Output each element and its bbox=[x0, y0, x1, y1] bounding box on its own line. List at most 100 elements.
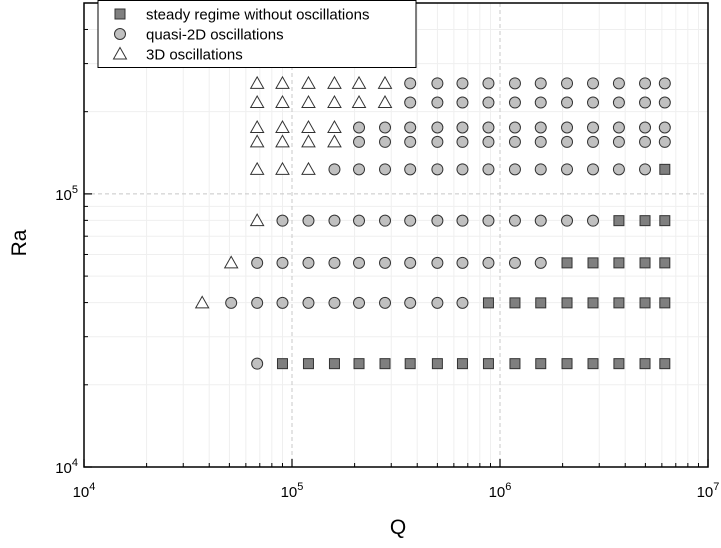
data-point-square bbox=[482, 358, 494, 370]
data-point-circle bbox=[612, 96, 625, 109]
legend-marker-triangle bbox=[112, 46, 128, 60]
data-point-triangle bbox=[327, 75, 342, 89]
data-point-circle bbox=[328, 214, 341, 227]
data-point-circle bbox=[379, 256, 392, 269]
data-point-circle bbox=[639, 135, 652, 148]
data-point-circle bbox=[456, 96, 469, 109]
data-point-square bbox=[509, 297, 521, 309]
data-point-circle bbox=[534, 214, 547, 227]
data-point-circle bbox=[482, 77, 495, 90]
data-point-circle bbox=[404, 77, 417, 90]
data-point-circle bbox=[482, 163, 495, 176]
data-point-square bbox=[659, 257, 671, 269]
data-point-circle bbox=[251, 357, 264, 370]
grid bbox=[84, 3, 708, 467]
data-point-circle bbox=[639, 121, 652, 134]
data-point-circle bbox=[276, 256, 289, 269]
data-point-square bbox=[659, 215, 671, 227]
data-point-square bbox=[302, 358, 314, 370]
data-point-circle bbox=[639, 96, 652, 109]
data-point-circle bbox=[534, 163, 547, 176]
series-square bbox=[276, 163, 671, 370]
data-point-triangle bbox=[301, 161, 316, 175]
data-point-circle bbox=[561, 135, 574, 148]
data-point-triangle bbox=[327, 134, 342, 148]
data-point-circle bbox=[456, 77, 469, 90]
legend-marker-square bbox=[114, 8, 126, 20]
data-point-square bbox=[659, 163, 671, 175]
data-point-circle bbox=[639, 163, 652, 176]
data-point-triangle bbox=[301, 120, 316, 134]
data-point-circle bbox=[508, 121, 521, 134]
data-point-triangle bbox=[194, 295, 210, 309]
x-tick-label: 104 bbox=[73, 481, 96, 501]
data-point-circle bbox=[404, 256, 417, 269]
axis-tick-labels: 104 105 106 107 104 105 bbox=[55, 184, 719, 501]
data-point-circle bbox=[561, 163, 574, 176]
data-point-square bbox=[639, 297, 651, 309]
data-point-circle bbox=[658, 96, 671, 109]
data-point-circle bbox=[508, 256, 521, 269]
legend-label: 3D oscillations bbox=[146, 47, 243, 64]
data-point-circle bbox=[276, 214, 289, 227]
data-point-circle bbox=[534, 135, 547, 148]
data-point-circle bbox=[482, 96, 495, 109]
y-tick-label: 105 bbox=[55, 184, 78, 204]
data-point-triangle bbox=[275, 75, 290, 89]
legend-box bbox=[97, 0, 417, 68]
data-point-circle bbox=[482, 214, 495, 227]
data-point-triangle bbox=[275, 120, 290, 134]
data-point-circle bbox=[379, 296, 392, 309]
data-point-circle bbox=[379, 135, 392, 148]
data-point-triangle bbox=[301, 95, 316, 109]
data-point-circle bbox=[328, 296, 341, 309]
data-point-circle bbox=[379, 214, 392, 227]
data-point-circle bbox=[431, 296, 444, 309]
data-point-square bbox=[587, 297, 599, 309]
data-point-circle bbox=[302, 214, 315, 227]
data-point-circle bbox=[431, 77, 444, 90]
data-point-triangle bbox=[377, 95, 393, 109]
data-points bbox=[194, 75, 671, 370]
y-axis-label: Ra bbox=[8, 229, 31, 256]
data-point-circle bbox=[508, 163, 521, 176]
data-point-circle bbox=[328, 256, 341, 269]
data-point-circle bbox=[482, 121, 495, 134]
data-point-circle bbox=[482, 256, 495, 269]
data-point-circle bbox=[353, 163, 366, 176]
data-point-circle bbox=[612, 135, 625, 148]
y-tick-label: 104 bbox=[55, 457, 78, 477]
data-point-triangle bbox=[249, 120, 265, 134]
data-point-triangle bbox=[327, 95, 342, 109]
legend-label: quasi-2D oscillations bbox=[146, 27, 284, 44]
data-point-circle bbox=[431, 163, 444, 176]
legend: steady regime without oscillations quasi-… bbox=[97, 0, 417, 68]
data-point-circle bbox=[251, 256, 264, 269]
data-point-square bbox=[404, 358, 416, 370]
series-circle bbox=[225, 77, 671, 370]
data-point-circle bbox=[431, 135, 444, 148]
data-point-circle bbox=[456, 121, 469, 134]
data-point-circle bbox=[456, 135, 469, 148]
data-point-circle bbox=[404, 296, 417, 309]
data-point-triangle bbox=[301, 134, 316, 148]
data-point-circle bbox=[612, 77, 625, 90]
data-point-circle bbox=[302, 296, 315, 309]
data-point-circle bbox=[456, 296, 469, 309]
data-point-circle bbox=[534, 256, 547, 269]
x-tick-label: 107 bbox=[697, 481, 720, 501]
x-tick-label: 105 bbox=[281, 481, 304, 501]
data-point-circle bbox=[328, 163, 341, 176]
data-point-triangle bbox=[223, 255, 239, 269]
data-point-square bbox=[276, 358, 288, 370]
data-point-circle bbox=[353, 256, 366, 269]
data-point-triangle bbox=[249, 161, 265, 175]
data-point-circle bbox=[658, 77, 671, 90]
data-point-circle bbox=[534, 77, 547, 90]
data-point-circle bbox=[431, 121, 444, 134]
data-point-circle bbox=[561, 77, 574, 90]
data-point-square bbox=[639, 257, 651, 269]
legend-marker-circle bbox=[114, 28, 126, 40]
